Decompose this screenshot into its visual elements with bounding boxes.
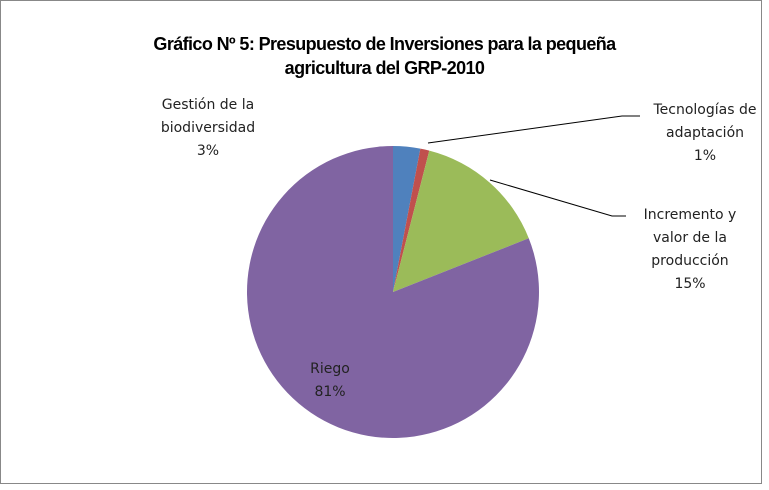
value-label: 15% — [674, 276, 706, 292]
leader-line — [489, 179, 626, 217]
chart-title: agricultura del GRP-2010 — [284, 58, 485, 78]
pie-slice — [393, 150, 529, 292]
pie-slice — [393, 146, 421, 292]
pie-slice — [393, 148, 430, 292]
slice-label: Gestión de la biodiversidad 3% — [143, 94, 273, 163]
category-label: Incremento y valor de la producción — [643, 207, 737, 269]
slice-label: Tecnologías de adaptación 1% — [633, 99, 769, 168]
value-label: 1% — [693, 148, 717, 164]
category-label: Riego — [310, 361, 350, 377]
slice-label: Riego 81% — [280, 358, 380, 404]
category-label: Gestión de la biodiversidad — [160, 97, 256, 136]
chart-title: Gráfico Nº 5: Presupuesto de Inversiones… — [153, 34, 616, 54]
slice-label: Incremento y valor de la producción 15% — [633, 204, 748, 296]
pie-slice — [246, 146, 539, 439]
value-label: 81% — [314, 384, 346, 400]
leader-line — [427, 115, 640, 144]
category-label: Tecnologías de adaptación — [653, 102, 757, 141]
chart-frame — [0, 0, 762, 484]
value-label: 3% — [196, 143, 220, 159]
